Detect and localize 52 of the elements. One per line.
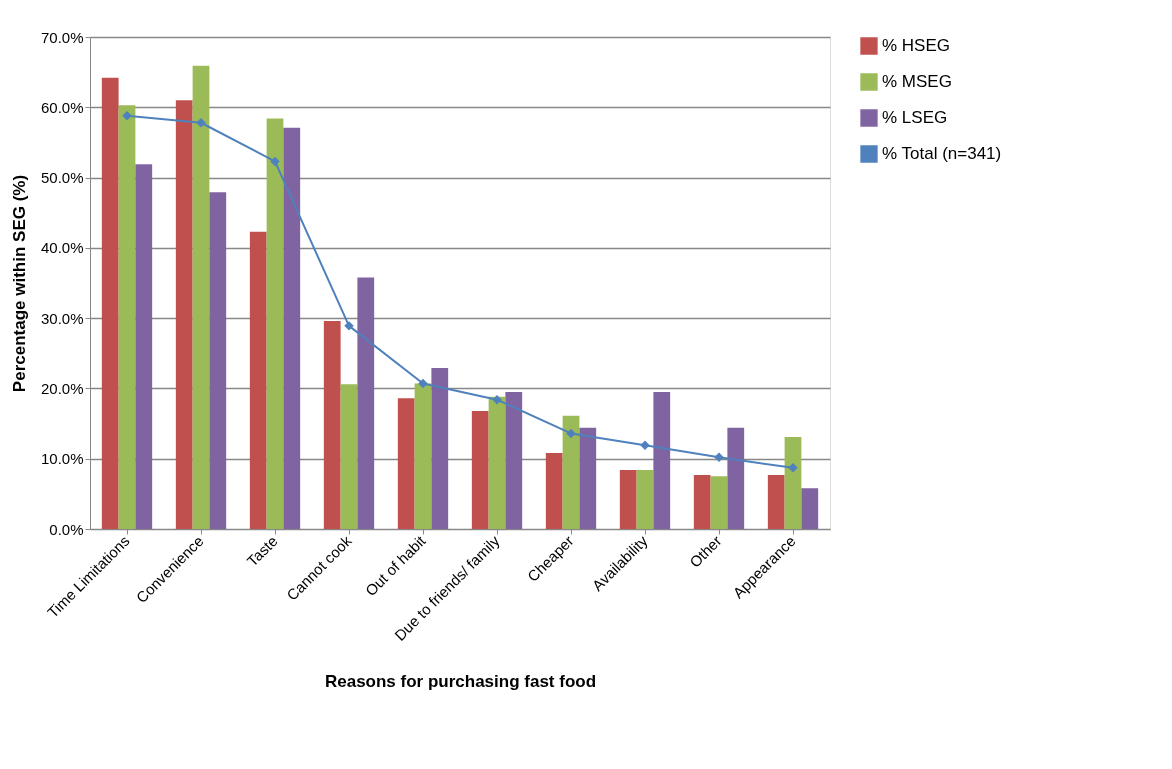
point [566, 428, 576, 439]
bar [249, 231, 267, 529]
bar [118, 105, 136, 529]
bar [505, 391, 523, 529]
bar [488, 396, 506, 529]
y-axis-title: Percentage within SEG (%) [9, 174, 29, 393]
point [492, 394, 502, 405]
point [122, 110, 132, 121]
bar [636, 469, 654, 529]
legend-label: % Total (n=341) [882, 144, 1002, 163]
y-tick-label: 40.0% [40, 239, 84, 257]
bar [801, 488, 819, 529]
y-tick-label: 0.0% [49, 520, 84, 538]
legend-label: % HSEG [882, 36, 951, 55]
x-axis-title: Reasons for purchasing fast food [324, 671, 597, 691]
bar [340, 384, 358, 529]
point [418, 378, 428, 389]
bar [710, 476, 728, 529]
bar [101, 77, 119, 529]
point [270, 156, 280, 167]
bar [767, 474, 785, 529]
legend-label: % LSEG [882, 108, 948, 127]
point [714, 452, 724, 463]
bar [283, 127, 301, 529]
bar [545, 453, 563, 529]
bar [266, 118, 284, 529]
y-tick-label: 50.0% [40, 169, 84, 187]
point [640, 440, 650, 451]
y-tick-label: 10.0% [40, 450, 84, 468]
bar [471, 410, 489, 529]
point [196, 118, 206, 128]
bar [431, 368, 449, 529]
legend-label: % MSEG [882, 72, 952, 91]
y-tick-label: 60.0% [40, 98, 84, 116]
bar [693, 474, 711, 529]
y-tick-label: 30.0% [40, 309, 84, 327]
bar [175, 100, 193, 529]
bar [209, 192, 227, 529]
bar [727, 427, 745, 529]
bar [323, 320, 341, 529]
bar [619, 469, 637, 529]
bar [653, 391, 671, 529]
y-tick-label: 70.0% [40, 28, 84, 46]
bar [784, 436, 802, 529]
bar [357, 277, 375, 529]
bar [562, 415, 580, 529]
bar [397, 398, 415, 529]
bar [579, 427, 597, 529]
bar [192, 65, 210, 529]
y-tick-label: 20.0% [40, 379, 84, 397]
bar [414, 383, 432, 529]
bar [135, 164, 153, 529]
